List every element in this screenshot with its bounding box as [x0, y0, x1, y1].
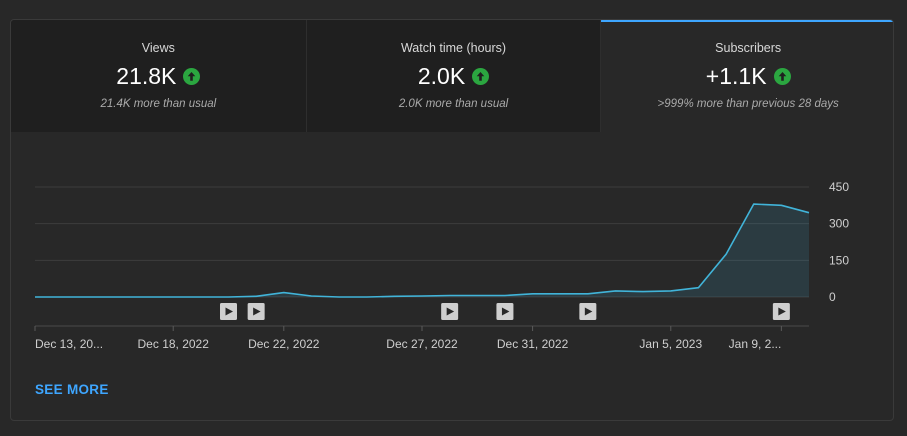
metric-subtext: 21.4K more than usual	[100, 98, 217, 110]
metric-tab-views[interactable]: Views 21.8K 21.4K more than usual	[11, 20, 306, 132]
y-tick-label: 450	[829, 180, 849, 194]
metric-subtext: 2.0K more than usual	[398, 98, 509, 110]
metric-subtext: >999% more than previous 28 days	[657, 98, 839, 110]
play-icon	[225, 307, 233, 316]
metric-tabs: Views 21.8K 21.4K more than usual Watch tim…	[11, 20, 893, 132]
arrow-up-circle-icon	[773, 67, 791, 85]
metric-value: 2.0K	[417, 63, 466, 89]
series-line	[35, 203, 810, 298]
y-tick-label: 0	[829, 290, 836, 304]
x-tick-label: Dec 13, 20...	[35, 337, 103, 351]
series-area	[35, 204, 809, 297]
subscribers-chart: 450 300 150 0 Dec 13, 20... Dec 18, 2022 Dec 2…	[34, 180, 849, 351]
analytics-card: Views 21.8K 21.4K more than usual Watch tim…	[10, 19, 894, 421]
see-more-link[interactable]: SEE MORE	[35, 382, 109, 397]
metric-value-row: 2.0K	[307, 62, 601, 90]
x-tick-label: Dec 31, 2022	[497, 337, 569, 351]
x-tick-label: Jan 9, 2...	[729, 337, 782, 351]
x-tick-label: Dec 27, 2022	[386, 337, 458, 351]
play-icon	[778, 307, 786, 316]
play-icon	[584, 307, 593, 316]
metric-label: Subscribers	[715, 41, 782, 55]
metric-label: Views	[141, 41, 175, 55]
arrow-up-circle-icon	[183, 67, 201, 85]
metric-value-row: +1.1K	[601, 62, 893, 90]
play-icon	[446, 307, 455, 316]
y-tick-label: 300	[829, 217, 849, 231]
metric-tab-subscribers[interactable]: Subscribers +1.1K >999% more than previous…	[600, 20, 893, 132]
metric-label: Watch time (hours)	[400, 41, 507, 55]
x-tick-label: Dec 22, 2022	[248, 337, 320, 351]
play-icon	[253, 307, 261, 316]
x-tick-label: Jan 5, 2023	[639, 337, 702, 351]
y-tick-label: 150	[829, 253, 849, 267]
play-icon	[501, 307, 510, 316]
x-tick-label: Dec 18, 2022	[138, 337, 210, 351]
metric-value-row: 21.8K	[11, 62, 306, 90]
arrow-up-circle-icon	[472, 67, 490, 85]
metric-tab-watch-time-hours[interactable]: Watch time (hours) 2.0K 2.0K more than usu…	[305, 20, 601, 132]
metric-value: +1.1K	[705, 63, 767, 89]
metric-value: 21.8K	[116, 63, 177, 89]
